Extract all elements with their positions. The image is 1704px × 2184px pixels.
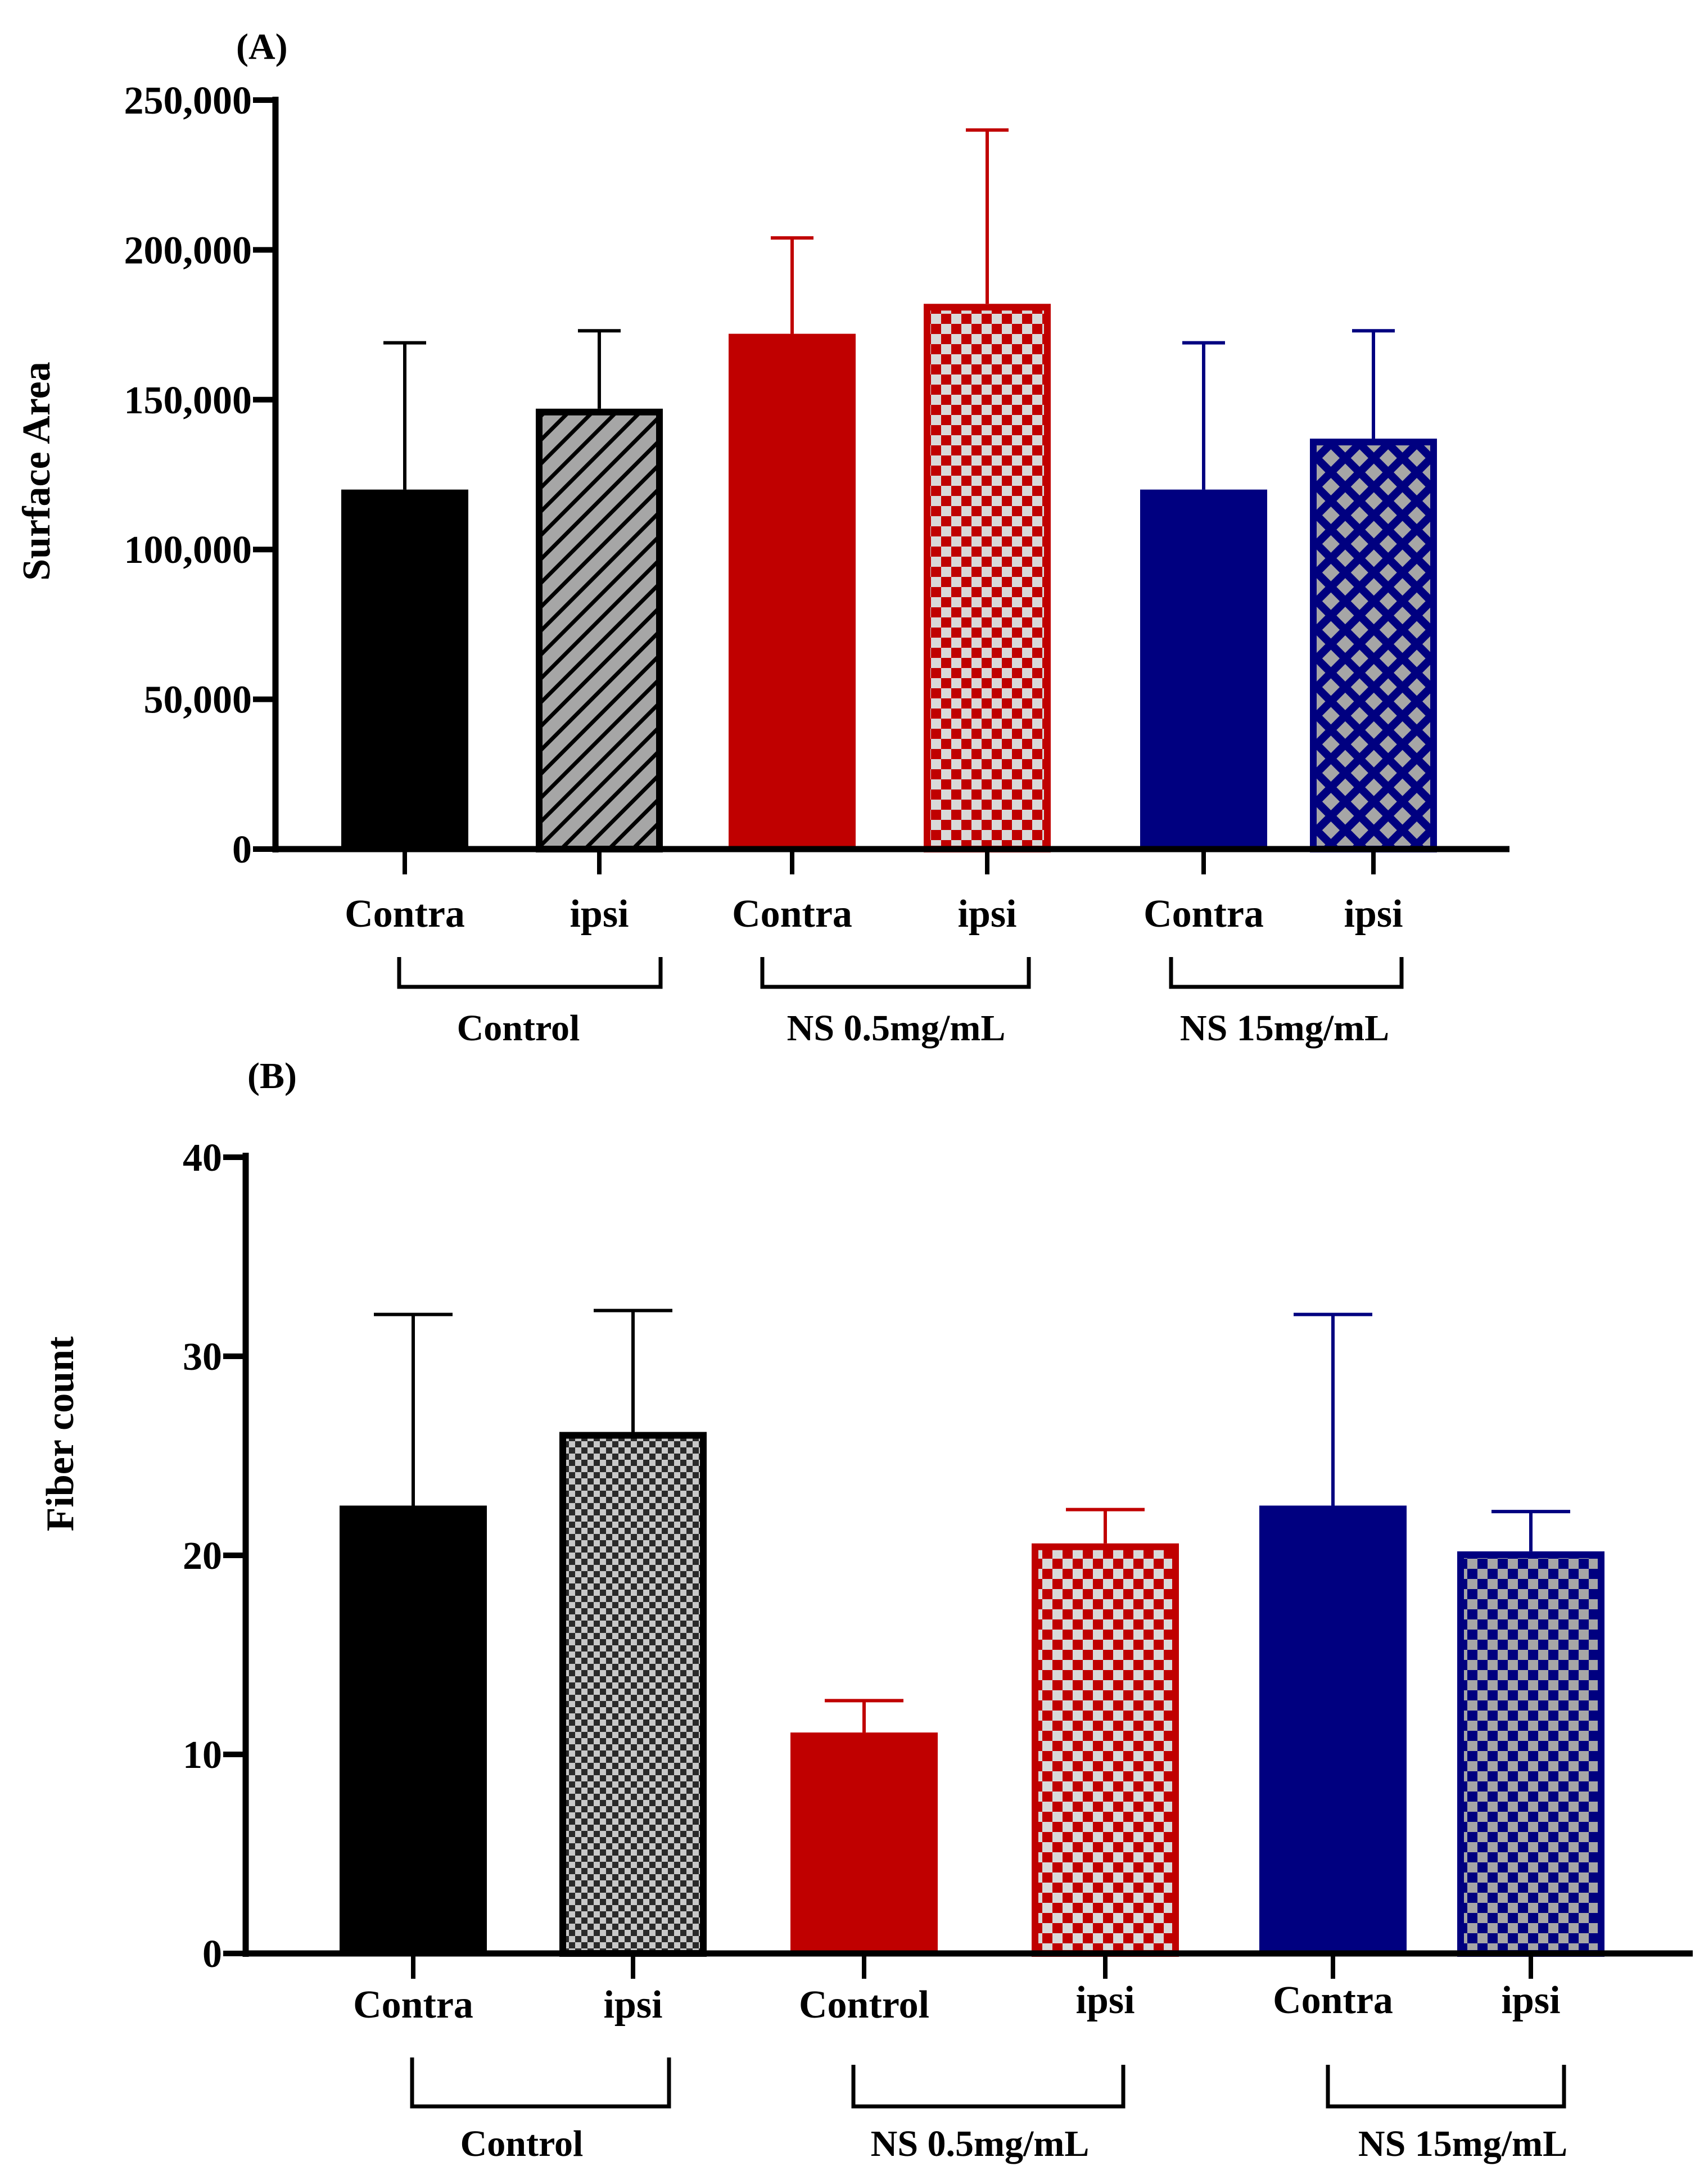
panel-b-category-label-2: ipsi (603, 1983, 662, 2027)
panel-b-yticks: 0 10 20 30 40 (183, 1136, 246, 1976)
panel-b-errorbars (374, 1308, 1570, 1979)
panel-a-axes (272, 97, 1509, 852)
panel-a-bracket-ns15 (1169, 957, 1404, 989)
panel-b-bars (340, 1432, 1604, 1957)
panel-a-ytick-label-3: 100,000 (124, 529, 252, 572)
panel-a-category-label-4: ipsi (957, 892, 1016, 936)
panel-a-y-axis-title: Surface Area (15, 362, 58, 580)
panel-b-category-label-5: Contra (1273, 1979, 1393, 2022)
panel-b-group-label-control: Control (460, 2123, 584, 2164)
panel-b-bracket-ns15 (1326, 2065, 1566, 2109)
panel-b-label: (B) (247, 1055, 297, 1096)
panel-b-bracket-ns05 (851, 2065, 1126, 2109)
panel-a-group-label-control: Control (457, 1008, 580, 1049)
panel-b-bracket-control (410, 2057, 671, 2109)
panel-b-ytick-label-5: 40 (183, 1136, 222, 1180)
panel-a-bar-6 (1310, 439, 1437, 852)
panel-b-bar-4 (1032, 1543, 1179, 1957)
panel-b-category-label-1: Contra (353, 1983, 473, 2027)
panel-a-yticks: 0 50,000 100,000 150,000 200,000 250,000 (124, 79, 275, 872)
panel-a-category-label-5: Contra (1143, 892, 1264, 936)
panel-b-group-brackets (410, 2057, 1566, 2109)
panel-b-ytick-label-1: 0 (202, 1933, 222, 1976)
panel-b-category-label-6: ipsi (1501, 1979, 1560, 2022)
panel-b-y-axis-title: Fiber count (39, 1337, 82, 1532)
panel-a-bar-4 (924, 304, 1051, 852)
panel-b-group-labels: Control NS 0.5mg/mL NS 15mg/mL (460, 2123, 1567, 2164)
panel-b-ytick-label-3: 20 (183, 1535, 222, 1578)
panel-a-category-label-3: Contra (732, 892, 852, 936)
panel-a-group-labels: Control NS 0.5mg/mL NS 15mg/mL (457, 1008, 1389, 1049)
panel-a-bars (341, 304, 1437, 852)
panel-b-bar-6 (1457, 1551, 1604, 1957)
panel-a-category-label-1: Contra (345, 892, 465, 936)
panel-b-category-label-4: ipsi (1075, 1979, 1135, 2022)
panel-a-bracket-control (397, 957, 663, 989)
panel-b-category-labels: Contra ipsi Control ipsi Contra ipsi (353, 1979, 1560, 2027)
panel-a-ytick-label-1: 0 (232, 828, 252, 872)
panel-b-bar-1 (340, 1505, 487, 1953)
panel-a-bracket-ns05 (760, 957, 1031, 989)
panel-a-ytick-label-4: 150,000 (124, 379, 252, 422)
panel-a-ytick-label-6: 250,000 (124, 79, 252, 123)
panel-a-ytick-label-2: 50,000 (144, 679, 252, 722)
panel-b-group-label-ns15: NS 15mg/mL (1358, 2123, 1567, 2164)
panel-b-bar-2 (559, 1432, 707, 1957)
panel-a-bar-1 (341, 489, 468, 849)
panel-b-ytick-label-4: 30 (183, 1335, 222, 1379)
panel-a-group-label-ns05: NS 0.5mg/mL (787, 1008, 1006, 1049)
panel-a: (A) Surface Area 0 50,000 100,000 150,000 20… (15, 26, 1509, 1049)
panel-a-ytick-label-5: 200,000 (124, 229, 252, 272)
panel-a-bar-2 (536, 408, 663, 852)
panel-a-bar-5 (1140, 489, 1267, 849)
panel-b-ytick-label-2: 10 (183, 1734, 222, 1777)
panel-b-bar-3 (790, 1732, 938, 1953)
panel-b-axes (242, 1153, 1693, 1957)
panel-a-category-labels: Contra ipsi Contra ipsi Contra ipsi (345, 892, 1403, 936)
panel-a-category-label-6: ipsi (1344, 892, 1403, 936)
panel-b: (B) Fiber count 0 10 20 30 40 Contra ipsi Co… (39, 1055, 1693, 2164)
panel-b-category-label-3: Control (799, 1983, 929, 2027)
panel-a-label: (A) (236, 26, 288, 67)
panel-b-bar-5 (1259, 1505, 1407, 1953)
panel-a-bar-3 (729, 333, 856, 849)
panel-a-group-label-ns15: NS 15mg/mL (1180, 1008, 1389, 1049)
panel-a-category-label-2: ipsi (569, 892, 629, 936)
panel-a-errorbars (383, 128, 1395, 874)
panel-b-group-label-ns05: NS 0.5mg/mL (871, 2123, 1090, 2164)
panel-a-group-brackets (397, 957, 1404, 989)
